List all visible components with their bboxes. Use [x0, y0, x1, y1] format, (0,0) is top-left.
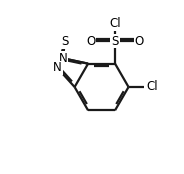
Text: Cl: Cl	[146, 81, 158, 93]
Text: Cl: Cl	[109, 17, 121, 30]
Text: S: S	[111, 34, 119, 48]
Text: S: S	[61, 35, 68, 48]
Text: O: O	[135, 34, 144, 48]
Text: N: N	[59, 52, 67, 65]
Text: O: O	[86, 34, 95, 48]
Text: N: N	[53, 61, 62, 74]
